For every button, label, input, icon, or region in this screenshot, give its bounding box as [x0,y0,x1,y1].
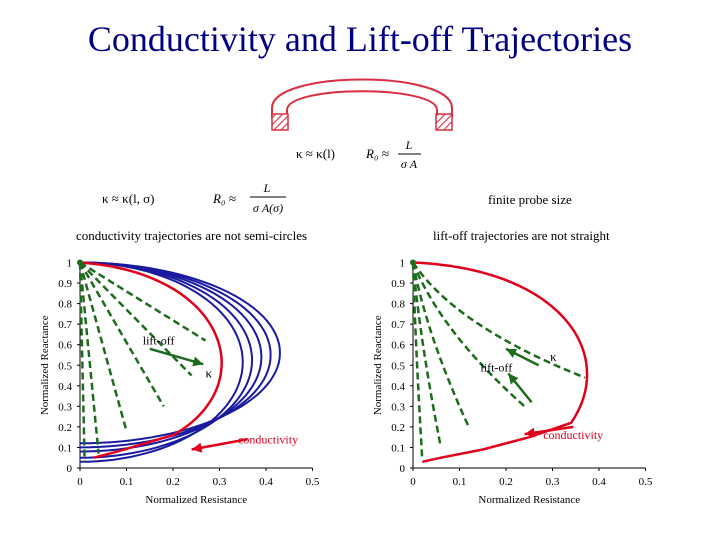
coil-inner [286,90,438,118]
coil-right-block [435,113,453,131]
y-tick-label: 0.6 [58,340,72,352]
y-tick-label: 0.2 [391,422,405,434]
conductivity-label: conductivity [238,432,298,446]
liftoff-line [78,261,165,407]
liftoff-trajectory [411,261,586,379]
conductivity-arrow-head [524,427,536,438]
formula-r0-top-den: σ A [401,157,418,171]
kappa-label: κ [206,366,213,381]
y-tick-label: 0.9 [58,278,72,290]
y-tick-label: 0.4 [391,381,405,393]
kappa-arrow-head [192,356,204,367]
x-tick-label: 0.5 [306,476,320,488]
y-tick-label: 0.4 [58,381,72,393]
liftoff-trajectory [411,262,470,428]
formula-r0-mid-num: L [263,181,271,195]
x-tick-label: 0.2 [499,476,513,488]
liftoff-trajectory [411,262,526,408]
conductivity-label: conductivity [543,428,603,442]
liftoff-line [78,262,86,462]
conductivity-locus [79,261,223,459]
y-tick-label: 0.1 [391,442,405,454]
left-heading: conductivity trajectories are not semi-c… [76,228,307,243]
coil-illustration [271,78,453,131]
formula-kappa-top: κ ≈ κ(l) [296,146,335,161]
y-axis-label: Normalized Reactance [39,315,51,415]
x-tick-label: 0.4 [259,476,273,488]
conductivity-curve [79,261,263,453]
finite-probe-note: finite probe size [488,192,572,207]
x-tick-label: 0.5 [639,476,653,488]
formula-r0-mid: R₀ ≈ [212,191,236,206]
x-axis-label: Normalized Resistance [478,494,580,506]
formula-r0-top: R₀ ≈ [365,146,389,161]
x-tick-label: 0.2 [166,476,180,488]
x-tick-label: 0 [410,476,416,488]
y-tick-label: 0 [67,463,73,475]
y-tick-label: 0.2 [58,422,72,434]
kappa-arrow-head [506,348,518,358]
kappa-label: κ [550,349,557,364]
liftoff-origin-point [410,259,416,266]
conductivity-arrow-head [191,442,203,453]
conductivity-curve [79,261,244,463]
coil-left-block [271,113,289,131]
formula-r0-top-num: L [405,138,413,152]
y-tick-label: 0.9 [391,278,405,290]
y-tick-label: 0.8 [58,299,72,311]
liftoff-label: lift-off [143,334,175,348]
formula-kappa-mid: κ ≈ κ(l, σ) [102,191,155,206]
liftoff-label: lift-off [480,360,512,374]
x-axis-label: Normalized Resistance [145,494,247,506]
y-tick-label: 1 [400,258,406,270]
x-tick-label: 0.4 [592,476,606,488]
x-tick-label: 0.1 [120,476,134,488]
y-tick-label: 0.3 [58,401,72,413]
y-tick-label: 0.5 [391,360,405,372]
x-tick-label: 0.1 [453,476,467,488]
conductivity-locus [412,261,589,464]
liftoff-line [79,261,207,342]
y-tick-label: 0.8 [391,299,405,311]
liftoff-line [78,262,128,432]
y-tick-label: 0.3 [391,401,405,413]
right-heading: lift-off trajectories are not straight [433,228,610,243]
page-title: Conductivity and Lift-off Trajectories [87,19,633,59]
right-chart: 0 0.1 0.2 0.3 0.4 0.5 0.6 0.7 0.8 0.9 1 0 0.1 0.2 0.3 0… [372,258,653,507]
liftoff-line [78,262,100,454]
liftoff-trajectory [411,262,424,460]
liftoff-arrow-head [508,373,519,385]
liftoff-trajectory [411,262,443,448]
conductivity-curve [79,261,281,445]
x-tick-label: 0 [77,476,83,488]
left-chart: 0 0.1 0.2 0.3 0.4 0.5 0.6 0.7 0.8 0.9 1 0 0.1 0.2 0.3 0… [39,258,320,507]
x-tick-label: 0.3 [546,476,560,488]
y-tick-label: 0.6 [391,340,405,352]
y-tick-label: 0.7 [58,319,72,331]
y-tick-label: 0.1 [58,442,72,454]
y-axis-label: Normalized Reactance [372,315,384,415]
y-tick-label: 0 [400,463,406,475]
y-tick-label: 1 [67,258,73,270]
conductivity-curve [79,261,254,459]
y-tick-label: 0.7 [391,319,405,331]
formula-r0-mid-den: σ A(σ) [253,201,283,215]
coil-outer [271,78,453,118]
y-tick-label: 0.5 [58,360,72,372]
liftoff-origin-point [77,259,83,266]
x-tick-label: 0.3 [213,476,227,488]
